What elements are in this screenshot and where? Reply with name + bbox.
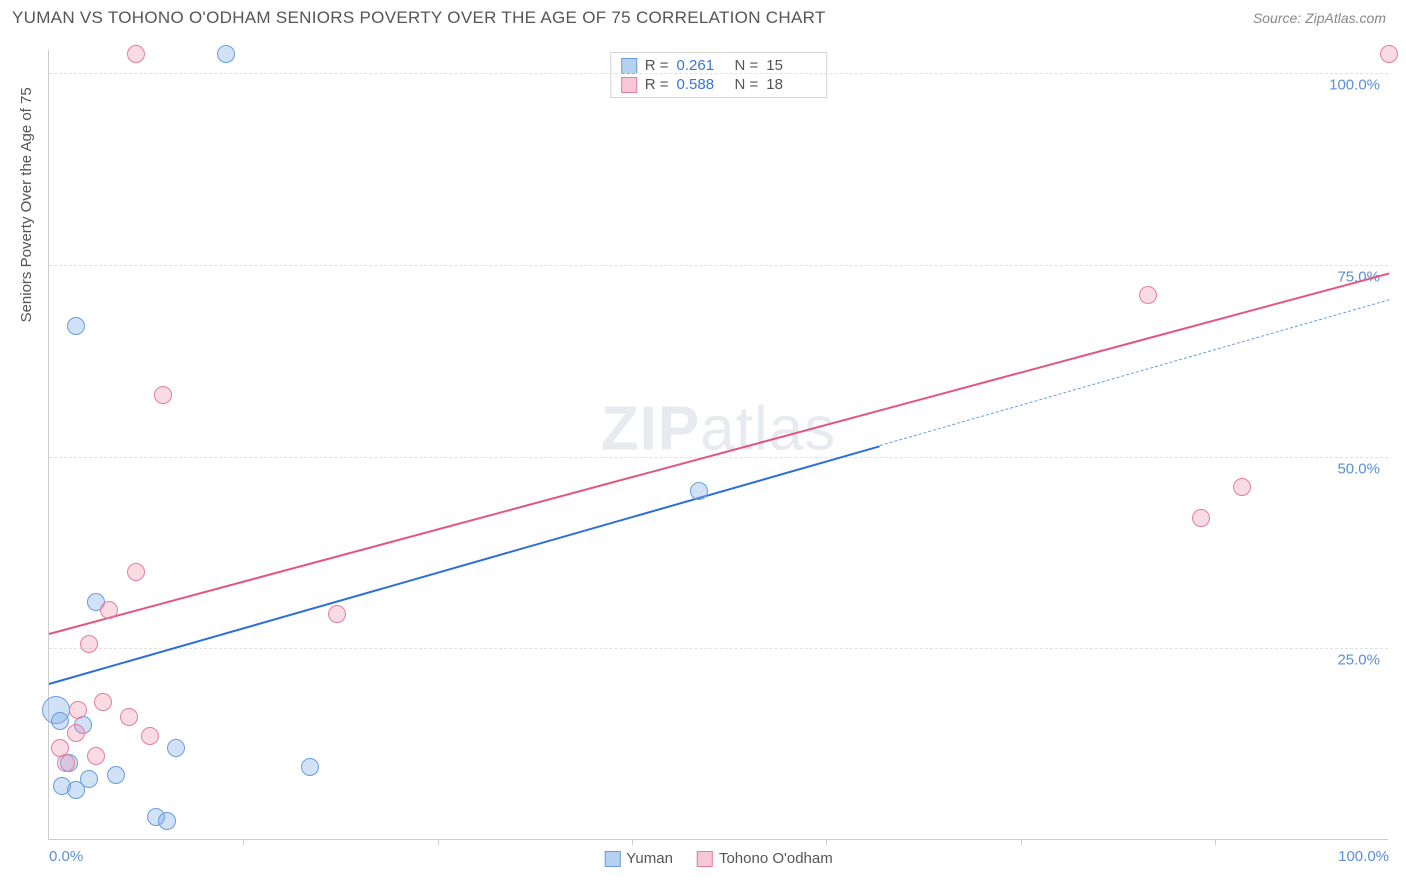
legend-label: Yuman [626,850,673,867]
data-point [1380,45,1398,63]
data-point [127,45,145,63]
stats-row: R = 0.588 N = 18 [621,75,817,94]
chart-header: YUMAN VS TOHONO O'ODHAM SENIORS POVERTY … [0,0,1406,32]
stat-r-label: R = [645,76,669,93]
x-tick-mark [826,839,827,845]
data-point [141,727,159,745]
stat-n-label: N = [735,57,759,74]
data-point [167,739,185,757]
trend-line [49,272,1390,635]
data-point [69,701,87,719]
grid-line [49,457,1388,458]
data-point [57,754,75,772]
data-point [120,708,138,726]
data-point [1192,509,1210,527]
legend-swatch [697,851,713,867]
data-point [107,766,125,784]
data-point [158,812,176,830]
data-point [67,724,85,742]
x-tick-mark [438,839,439,845]
data-point [51,712,69,730]
legend-swatch [621,77,637,93]
data-point [80,770,98,788]
stat-r-label: R = [645,57,669,74]
y-tick-label: 50.0% [1337,460,1380,477]
legend-swatch [621,58,637,74]
data-point [1233,478,1251,496]
data-point [87,747,105,765]
grid-line [49,648,1388,649]
x-tick-mark [1021,839,1022,845]
grid-line [49,73,1388,74]
legend-item: Yuman [604,850,673,867]
data-point [154,386,172,404]
series-legend: Yuman Tohono O'odham [604,850,832,867]
data-point [127,563,145,581]
legend-label: Tohono O'odham [719,850,833,867]
data-point [100,601,118,619]
y-axis-title: Seniors Poverty Over the Age of 75 [18,87,35,322]
data-point [328,605,346,623]
x-tick-mark [243,839,244,845]
data-point [690,482,708,500]
stat-n-value: 15 [766,57,816,74]
y-tick-label: 25.0% [1337,652,1380,669]
stat-n-value: 18 [766,76,816,93]
data-point [217,45,235,63]
stat-n-label: N = [735,76,759,93]
chart-title: YUMAN VS TOHONO O'ODHAM SENIORS POVERTY … [12,8,826,28]
x-tick-label: 100.0% [1338,848,1389,865]
scatter-chart: ZIPatlas R =0.261N =15R =0.588N =18 Yuma… [48,50,1388,840]
data-point [94,693,112,711]
grid-line [49,265,1388,266]
data-point [1139,286,1157,304]
stat-r-value: 0.588 [677,76,727,93]
x-tick-label: 0.0% [49,848,83,865]
legend-item: Tohono O'odham [697,850,833,867]
data-point [80,635,98,653]
source-attribution: Source: ZipAtlas.com [1253,10,1386,26]
legend-swatch [604,851,620,867]
stat-r-value: 0.261 [677,57,727,74]
stats-legend: R = 0.261 N = 15 R = 0.588 N = 18 [610,52,828,98]
x-tick-mark [632,839,633,845]
trend-line-extrapolated [880,299,1389,446]
data-point [301,758,319,776]
y-tick-label: 100.0% [1329,77,1380,94]
data-point [67,317,85,335]
x-tick-mark [1215,839,1216,845]
